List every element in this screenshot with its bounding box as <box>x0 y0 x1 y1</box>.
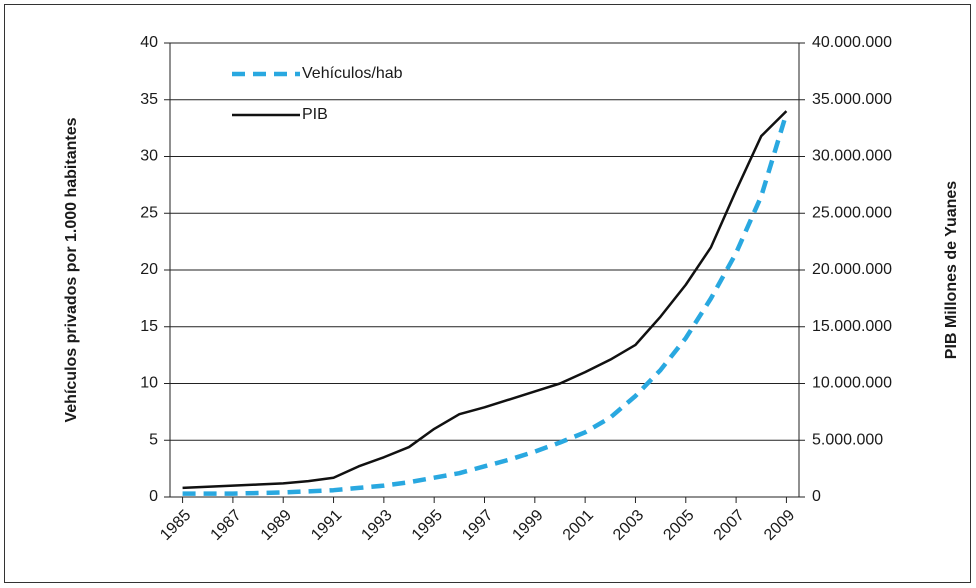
y-tick-label: 5 <box>149 431 158 448</box>
y2-tick-label: 25.000.000 <box>812 204 892 221</box>
y-tick-label: 20 <box>140 261 158 278</box>
x-tick-label: 2009 <box>761 507 798 544</box>
chart-border <box>4 4 971 583</box>
x-tick-label: 1989 <box>258 507 295 544</box>
x-tick-label: 2001 <box>560 507 597 544</box>
legend-label: PIB <box>302 106 328 123</box>
x-tick-label: 2003 <box>610 507 647 544</box>
y-tick-label: 15 <box>140 318 158 335</box>
y2-tick-label: 30.000.000 <box>812 148 892 165</box>
x-tick-label: 1985 <box>157 507 194 544</box>
y-tick-label: 30 <box>140 148 158 165</box>
y2-tick-label: 5.000.000 <box>812 431 883 448</box>
legend-label: Vehículos/hab <box>302 65 403 82</box>
y2-tick-label: 20.000.000 <box>812 261 892 278</box>
y-axis-title: Vehículos privados por 1.000 habitantes <box>63 117 80 422</box>
x-tick-label: 1999 <box>509 507 546 544</box>
y-tick-label: 0 <box>149 488 158 505</box>
x-tick-label: 1995 <box>409 507 446 544</box>
y-tick-label: 25 <box>140 204 158 221</box>
y2-tick-label: 10.000.000 <box>812 375 892 392</box>
series-line <box>182 112 789 496</box>
y-tick-label: 35 <box>140 91 158 108</box>
x-tick-label: 1997 <box>459 507 496 544</box>
x-tick-label: 1993 <box>358 507 395 544</box>
y-tick-label: 40 <box>140 34 158 51</box>
y-tick-label: 10 <box>140 375 158 392</box>
x-tick-label: 2005 <box>660 507 697 544</box>
x-tick-label: 1987 <box>208 507 245 544</box>
y2-tick-label: 0 <box>812 488 821 505</box>
series-line <box>182 110 788 490</box>
y2-tick-label: 40.000.000 <box>812 34 892 51</box>
y2-axis-title: PIB Millones de Yuanes <box>943 181 960 360</box>
y2-tick-label: 35.000.000 <box>812 91 892 108</box>
y2-tick-label: 15.000.000 <box>812 318 892 335</box>
x-tick-label: 1991 <box>308 507 345 544</box>
x-tick-label: 2007 <box>711 507 748 544</box>
